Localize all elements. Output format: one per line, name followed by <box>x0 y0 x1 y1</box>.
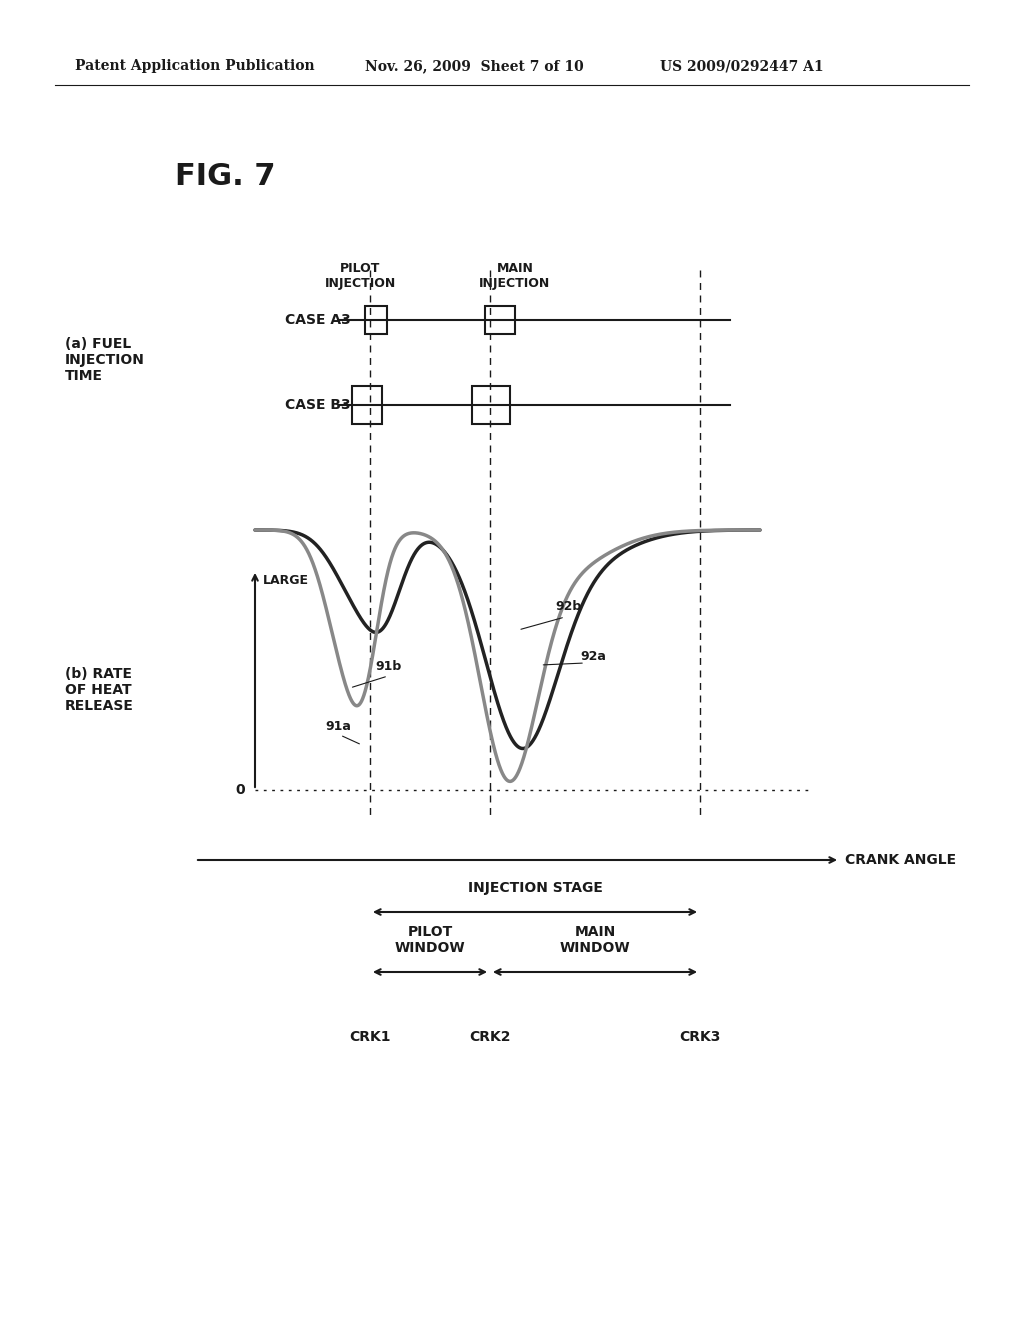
Text: MAIN
INJECTION: MAIN INJECTION <box>479 261 551 290</box>
FancyBboxPatch shape <box>352 385 382 424</box>
Text: INJECTION STAGE: INJECTION STAGE <box>468 880 602 895</box>
Text: MAIN
WINDOW: MAIN WINDOW <box>560 925 631 954</box>
Text: 92b: 92b <box>555 601 582 612</box>
Text: CRK3: CRK3 <box>679 1030 721 1044</box>
Text: 92a: 92a <box>580 649 606 663</box>
Text: FIG. 7: FIG. 7 <box>175 162 275 191</box>
FancyBboxPatch shape <box>485 306 515 334</box>
Text: CRK2: CRK2 <box>469 1030 511 1044</box>
FancyBboxPatch shape <box>472 385 510 424</box>
Text: Nov. 26, 2009  Sheet 7 of 10: Nov. 26, 2009 Sheet 7 of 10 <box>365 59 584 73</box>
Text: 91a: 91a <box>325 719 351 733</box>
Text: CASE B3: CASE B3 <box>285 399 350 412</box>
Text: 0: 0 <box>236 783 245 797</box>
Text: 91b: 91b <box>375 660 401 673</box>
Text: Patent Application Publication: Patent Application Publication <box>75 59 314 73</box>
Text: CASE A3: CASE A3 <box>285 313 351 327</box>
Text: PILOT
WINDOW: PILOT WINDOW <box>394 925 465 954</box>
Text: (b) RATE
OF HEAT
RELEASE: (b) RATE OF HEAT RELEASE <box>65 667 134 713</box>
FancyBboxPatch shape <box>365 306 387 334</box>
Text: LARGE: LARGE <box>263 573 309 586</box>
Text: CRK1: CRK1 <box>349 1030 391 1044</box>
Text: US 2009/0292447 A1: US 2009/0292447 A1 <box>660 59 823 73</box>
Text: (a) FUEL
INJECTION
TIME: (a) FUEL INJECTION TIME <box>65 337 144 383</box>
Text: CRANK ANGLE: CRANK ANGLE <box>845 853 956 867</box>
Text: PILOT
INJECTION: PILOT INJECTION <box>325 261 395 290</box>
